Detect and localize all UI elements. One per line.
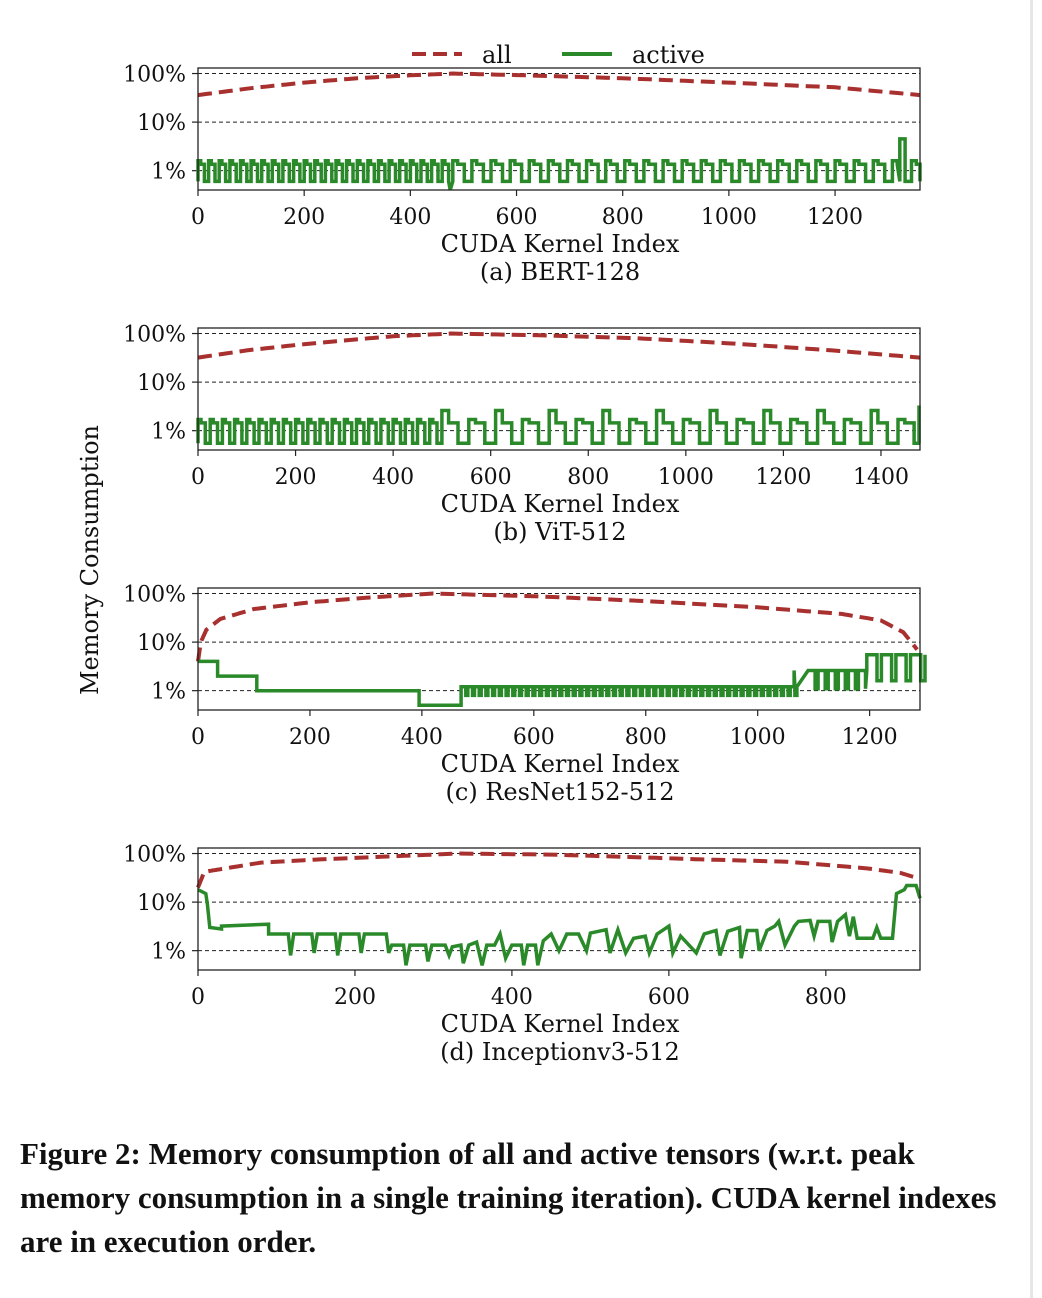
series-active-line — [196, 405, 921, 446]
figure-caption: Figure 2: Memory consumption of all and … — [20, 1136, 997, 1259]
y-tick-label: 1% — [151, 940, 186, 965]
y-tick-label: 10% — [137, 111, 186, 136]
x-tick-label: 1000 — [701, 205, 757, 230]
x-tick-label: 0 — [191, 465, 205, 490]
y-tick-label: 100% — [123, 843, 186, 868]
x-tick-label: 600 — [496, 205, 538, 230]
chart-subtitle: (c) ResNet152-512 — [446, 778, 675, 806]
plot-frame — [197, 327, 921, 451]
x-tick-label: 800 — [602, 205, 644, 230]
y-tick-label: 100% — [123, 323, 186, 348]
x-tick-label: 0 — [191, 205, 205, 230]
chart-panel-1: 1% 10% 100% 0 200 400 600 800 1000 1200 CUDA Kerne… — [123, 63, 922, 286]
x-tick-label: 1000 — [730, 725, 786, 750]
series-all-line — [196, 851, 921, 889]
panels: 1% 10% 100% 0 200 400 600 800 1000 1200 CUDA Kerne… — [123, 63, 927, 1066]
x-tick-label: 1200 — [755, 465, 811, 490]
x-tick-label: 0 — [191, 985, 205, 1010]
x-tick-label: 200 — [275, 465, 317, 490]
y-tick-label: 10% — [137, 891, 186, 916]
x-tick-label: 1400 — [853, 465, 909, 490]
chart-panel-4: 1% 10% 100% 0 200 400 600 800 CUDA Kernel Index(… — [123, 843, 922, 1066]
x-tick-label: 200 — [283, 205, 325, 230]
legend: all active — [412, 41, 705, 69]
y-tick-label: 100% — [123, 583, 186, 608]
chart-subtitle: (b) ViT-512 — [493, 518, 626, 546]
y-axis-label: Memory Consumption — [76, 425, 104, 695]
chart-subtitle: (d) Inceptionv3-512 — [440, 1038, 680, 1066]
x-tick-label: 400 — [401, 725, 443, 750]
plot-frame — [197, 587, 921, 711]
x-tick-label: 400 — [372, 465, 414, 490]
x-tick-label: 800 — [625, 725, 667, 750]
y-tick-label: 10% — [137, 631, 186, 656]
plot-frame — [197, 67, 921, 191]
plot-frame — [197, 847, 921, 971]
y-tick-label: 10% — [137, 371, 186, 396]
figure: all active Memory Consumption 1% 10% 100% 0… — [76, 41, 927, 1066]
x-tick-label: 600 — [470, 465, 512, 490]
chart-panel-2: 1% 10% 100% 0 200 400 600 800 1000 1200 1400 CUDA K… — [123, 323, 921, 546]
x-tick-label: 400 — [389, 205, 431, 230]
series-all-line — [197, 71, 921, 98]
legend-active-label: active — [632, 41, 705, 69]
series-active-line — [198, 652, 927, 708]
y-tick-label: 1% — [151, 680, 186, 705]
x-tick-label: 800 — [567, 465, 609, 490]
x-axis-label: CUDA Kernel Index — [441, 490, 680, 518]
x-tick-label: 0 — [191, 725, 205, 750]
y-tick-label: 1% — [151, 420, 186, 445]
x-tick-label: 200 — [289, 725, 331, 750]
chart-panel-3: 1% 10% 100% 0 200 400 600 800 1000 1200 CUDA Kerne… — [123, 583, 927, 806]
y-tick-label: 100% — [123, 63, 186, 88]
series-active-line — [197, 883, 922, 966]
x-tick-label: 1000 — [658, 465, 714, 490]
x-tick-label: 1200 — [842, 725, 898, 750]
chart-subtitle: (a) BERT-128 — [480, 258, 640, 286]
series-all-line — [196, 591, 919, 662]
x-tick-label: 1200 — [807, 205, 863, 230]
x-tick-label: 200 — [334, 985, 376, 1010]
x-tick-label: 400 — [491, 985, 533, 1010]
series-all-line — [197, 331, 921, 360]
x-axis-label: CUDA Kernel Index — [441, 750, 680, 778]
x-axis-label: CUDA Kernel Index — [441, 1010, 680, 1038]
page-edge-rule — [1030, 0, 1033, 1298]
x-axis-label: CUDA Kernel Index — [441, 230, 680, 258]
x-tick-label: 600 — [513, 725, 555, 750]
legend-all-label: all — [482, 41, 512, 69]
y-tick-label: 1% — [151, 160, 186, 185]
x-tick-label: 600 — [648, 985, 690, 1010]
x-tick-label: 800 — [805, 985, 847, 1010]
series-active-line — [196, 137, 922, 191]
